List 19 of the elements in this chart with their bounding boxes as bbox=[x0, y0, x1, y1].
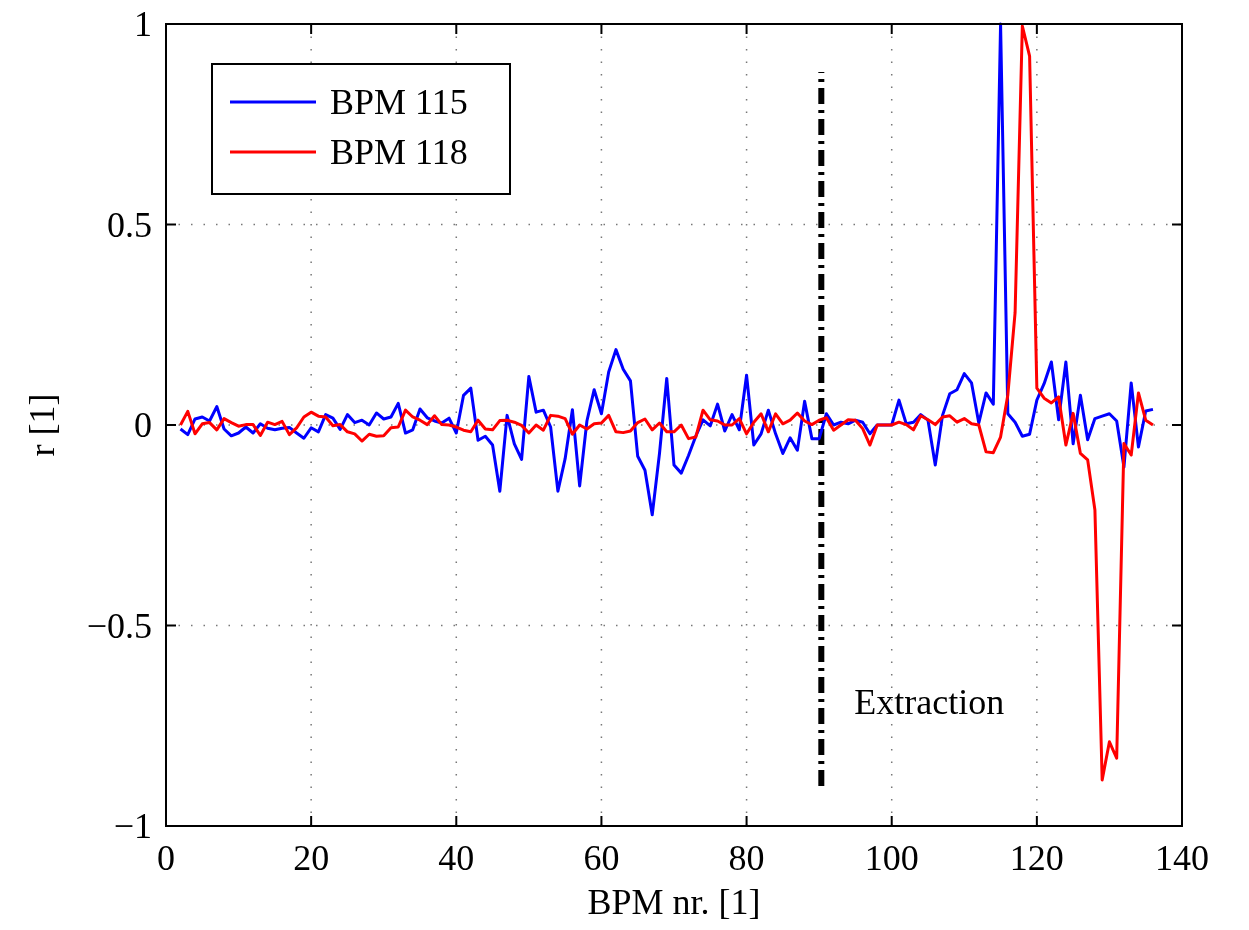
x-tick-label: 100 bbox=[864, 838, 919, 878]
line-series bbox=[179, 24, 1155, 782]
y-axis-title: r [1] bbox=[22, 393, 62, 457]
x-tick-label: 140 bbox=[1155, 838, 1209, 878]
legend-label: BPM 115 bbox=[330, 82, 468, 122]
y-tick-label: 0.5 bbox=[107, 204, 152, 245]
y-tick-label: −1 bbox=[113, 806, 152, 846]
y-tick-label: 0 bbox=[134, 405, 152, 445]
line-series bbox=[179, 22, 1155, 517]
y-tick-label: −0.5 bbox=[86, 605, 152, 646]
x-tick-label: 40 bbox=[438, 838, 475, 878]
x-tick-label: 20 bbox=[293, 838, 330, 878]
y-tick-label: 1 bbox=[134, 4, 152, 44]
x-tick-label: 60 bbox=[583, 838, 620, 878]
legend-label: BPM 118 bbox=[330, 132, 468, 172]
x-tick-label: 80 bbox=[728, 838, 765, 878]
x-axis-title: BPM nr. [1] bbox=[587, 882, 761, 922]
ref-line-label: Extraction bbox=[854, 681, 1005, 722]
x-tick-label: 120 bbox=[1009, 838, 1064, 878]
